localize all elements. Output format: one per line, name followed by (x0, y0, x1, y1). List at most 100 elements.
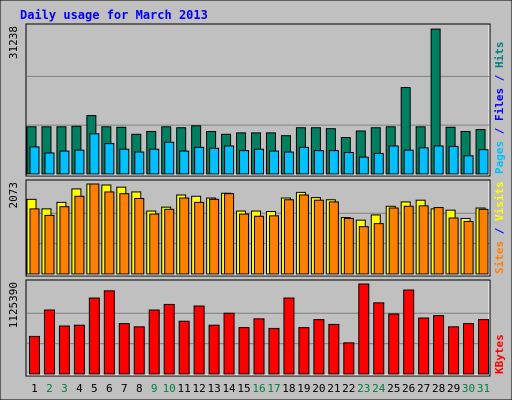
x-tick-label-12: 12 (193, 382, 206, 395)
bar-pages-day-24 (373, 152, 384, 175)
bar-pages-day-25 (388, 145, 399, 175)
bar-kbytes-day-30 (463, 323, 475, 375)
bar-pages-day-30 (463, 155, 474, 175)
bar-sites-day-15 (239, 213, 250, 275)
x-tick-label-19: 19 (297, 382, 310, 395)
bar-kbytes-day-1 (28, 335, 40, 375)
bar-sites-day-22 (343, 217, 354, 275)
bar-sites-day-11 (179, 197, 190, 275)
bar-pages-day-21 (328, 150, 339, 175)
series-axis-label-part: Files (493, 88, 506, 121)
bar-pages-day-14 (224, 145, 235, 175)
x-tick-label-15: 15 (237, 382, 250, 395)
bar-pages-day-9 (149, 148, 160, 175)
bar-sites-day-30 (463, 220, 474, 275)
bar-sites-day-19 (298, 194, 309, 275)
series-axis-label-part: Hits (493, 42, 506, 69)
x-tick-label-17: 17 (267, 382, 280, 395)
bar-kbytes-day-29 (448, 326, 460, 375)
bar-pages-day-13 (209, 147, 220, 175)
series-axis-label-part: Pages (493, 141, 506, 174)
series-axis-label-part: / (493, 121, 506, 141)
bar-kbytes-day-23 (358, 283, 370, 375)
bar-kbytes-day-17 (268, 327, 280, 375)
x-tick-label-3: 3 (61, 382, 68, 395)
bar-pages-day-1 (29, 146, 40, 175)
bar-pages-day-15 (239, 150, 250, 175)
bar-kbytes-day-11 (178, 320, 190, 375)
bar-pages-day-8 (134, 151, 145, 175)
bar-sites-day-12 (194, 201, 205, 275)
bar-kbytes-day-10 (163, 303, 175, 375)
x-tick-label-18: 18 (282, 382, 295, 395)
x-tick-label-29: 29 (447, 382, 460, 395)
bar-sites-day-26 (403, 205, 414, 275)
x-tick-label-26: 26 (402, 382, 415, 395)
bar-pages-day-23 (358, 156, 369, 175)
bar-kbytes-day-22 (343, 342, 355, 375)
bar-pages-day-27 (418, 147, 429, 175)
bar-pages-day-16 (254, 148, 265, 175)
bar-sites-day-23 (358, 226, 369, 275)
x-tick-label-5: 5 (91, 382, 98, 395)
bar-kbytes-day-8 (133, 326, 145, 375)
bar-pages-day-29 (448, 145, 459, 175)
bar-sites-day-25 (388, 207, 399, 275)
bar-pages-day-31 (478, 149, 489, 175)
bar-kbytes-day-16 (253, 318, 265, 375)
panels-layer: 31238 Pages / Files / Hits 2073 Sites / Vis… (7, 23, 506, 377)
x-tick-label-10: 10 (163, 382, 176, 395)
x-tick-label-27: 27 (417, 382, 430, 395)
bar-sites-day-17 (268, 215, 279, 275)
bar-kbytes-day-25 (388, 313, 400, 375)
bar-sites-day-4 (74, 195, 85, 275)
bar-sites-day-9 (149, 213, 160, 275)
bar-kbytes-day-15 (238, 327, 250, 375)
x-tick-label-30: 30 (462, 382, 475, 395)
series-axis-label-part: / (493, 68, 506, 88)
bar-sites-day-10 (164, 208, 175, 275)
bar-pages-day-7 (119, 148, 130, 175)
bar-sites-day-5 (89, 183, 100, 275)
x-tick-label-28: 28 (432, 382, 445, 395)
bar-sites-day-20 (313, 199, 324, 275)
bar-pages-day-2 (44, 152, 55, 175)
series-axis-label-part: / (493, 221, 506, 241)
bar-sites-day-2 (44, 214, 55, 275)
bar-kbytes-day-7 (118, 323, 130, 375)
series-axis-label-part: Visits (493, 181, 506, 221)
bar-sites-day-8 (134, 197, 145, 275)
bar-sites-day-31 (478, 208, 489, 275)
x-tick-label-2: 2 (46, 382, 53, 395)
bar-pages-day-4 (74, 149, 85, 175)
y-max-label: 1125390 (7, 282, 20, 328)
x-tick-label-4: 4 (76, 382, 83, 395)
bar-sites-day-14 (224, 193, 235, 275)
x-tick-label-6: 6 (106, 382, 113, 395)
bar-pages-day-19 (298, 146, 309, 175)
bar-kbytes-day-5 (88, 297, 100, 375)
bar-sites-day-3 (59, 206, 70, 275)
x-tick-label-23: 23 (357, 382, 370, 395)
panel-visits-sites: 2073 Sites / Visits (7, 179, 506, 277)
x-tick-label-14: 14 (222, 382, 236, 395)
x-tick-label-11: 11 (178, 382, 191, 395)
x-tick-label-8: 8 (136, 382, 143, 395)
x-tick-label-20: 20 (312, 382, 325, 395)
x-tick-label-31: 31 (477, 382, 490, 395)
bar-kbytes-day-31 (478, 319, 490, 375)
y-max-label: 2073 (7, 182, 20, 209)
x-axis-labels: 1 2 3 4 5 6 7 8 9 10 11 12 13 14 15 16 17 18 19 20 21 22 23 24 2… (31, 382, 490, 395)
bar-kbytes-day-12 (193, 305, 205, 375)
bar-sites-day-6 (104, 191, 115, 275)
bar-sites-day-27 (418, 205, 429, 275)
x-tick-label-16: 16 (252, 382, 265, 395)
chart-title: Daily usage for March 2013 (20, 8, 208, 22)
bar-kbytes-day-20 (313, 319, 325, 375)
bar-kbytes-day-2 (43, 309, 55, 375)
bar-sites-day-13 (209, 198, 220, 275)
bar-pages-day-17 (268, 150, 279, 175)
x-tick-label-25: 25 (387, 382, 400, 395)
x-tick-label-7: 7 (121, 382, 128, 395)
